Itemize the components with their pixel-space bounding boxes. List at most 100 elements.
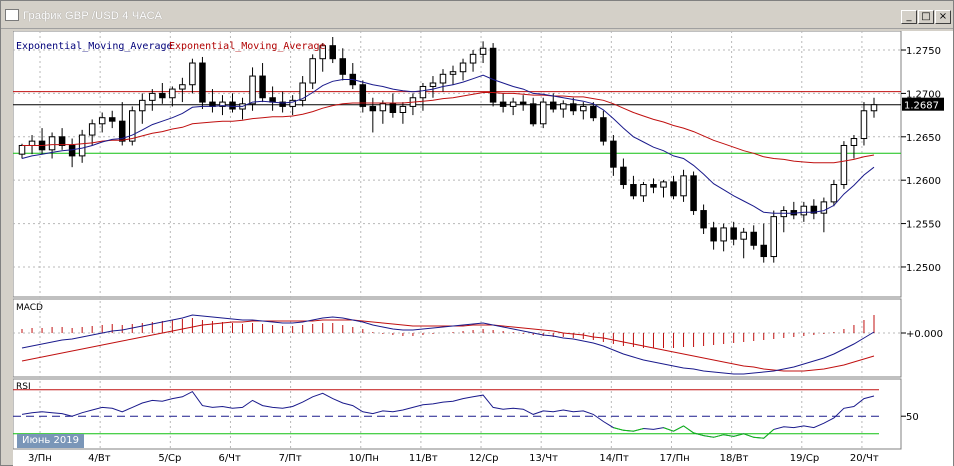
rsi-oversold-segment (753, 436, 764, 439)
candle-bullish (439, 73, 447, 84)
candle-bullish (179, 84, 186, 90)
macd-main-line (21, 314, 875, 375)
candle-bearish (159, 92, 166, 99)
candle-bearish (700, 210, 707, 229)
candle-bullish (449, 71, 457, 75)
rsi-oversold-segment (633, 428, 644, 432)
candle-bearish (499, 101, 507, 107)
price-axis: 1.2750 1.2700 1.2650 1.2600 1.2550 1.2500 1.26… (901, 46, 944, 423)
candle-bullish (149, 92, 156, 101)
candle-bullish (319, 45, 326, 60)
candle-bullish (860, 110, 868, 140)
candle-bullish (720, 227, 727, 242)
candle-bullish (18, 144, 26, 155)
candle-bullish (419, 85, 427, 99)
minimize-button[interactable]: _ (901, 10, 917, 24)
title-bar[interactable]: График GBP /USD 4 ЧАСА _ □ × (1, 1, 953, 29)
rsi-oversold-segment (623, 429, 634, 432)
rsi-oversold-segment (723, 434, 734, 437)
candle-bullish (429, 82, 437, 87)
time-tick-label: 20/Чт (850, 453, 879, 464)
price-tick-label: 1.2500 (906, 263, 941, 274)
time-tick-label: 13/Чт (529, 453, 558, 464)
candle-bullish (640, 184, 647, 197)
rsi-oversold-segment (713, 434, 724, 438)
rsi-oversold-segment (673, 425, 684, 432)
date-range-tag: Июнь 2019 (17, 434, 84, 448)
price-tick-label: 1.2600 (906, 176, 941, 187)
macd-pane[interactable] (13, 298, 902, 378)
rsi-oversold-segment (613, 427, 624, 431)
candle-bearish (389, 103, 397, 113)
current-price-marker (902, 97, 944, 111)
price-tick-label: 1.2700 (906, 89, 941, 100)
candle-bearish (549, 101, 557, 110)
candle-bearish (118, 120, 126, 142)
candle-bullish (660, 181, 667, 188)
candle-bullish (88, 123, 96, 136)
rsi-oversold-segment (683, 425, 694, 434)
candle-bullish (28, 140, 36, 146)
candle-bullish (870, 104, 878, 112)
grid (13, 31, 901, 449)
candle-bullish (830, 184, 838, 203)
time-tick-label: 19/Ср (790, 453, 819, 464)
time-tick-label: 10/Пн (349, 453, 379, 464)
candle-bullish (469, 53, 477, 64)
candle-bullish (560, 103, 567, 110)
candle-bullish (78, 134, 86, 157)
candle-bearish (199, 62, 206, 103)
ema-fast-line (21, 74, 875, 214)
candle-bearish (730, 227, 737, 240)
candle-bullish (399, 105, 407, 113)
candle-bullish (580, 105, 587, 112)
candle-bullish (479, 47, 487, 55)
chart-canvas[interactable]: 1.2750 1.2700 1.2650 1.2600 1.2550 1.2500 1.26… (13, 31, 953, 466)
candle-bullish (539, 101, 547, 125)
macd-zero-label: +0.000 (906, 329, 943, 340)
candle-bearish (750, 231, 757, 246)
time-tick-label: 6/Чт (218, 453, 241, 464)
maximize-button[interactable]: □ (918, 10, 934, 24)
time-tick-label: 17/Пн (659, 453, 689, 464)
rsi-oversold-segment (743, 433, 754, 438)
candle-bullish (820, 201, 828, 214)
time-tick-label: 11/Вт (409, 453, 438, 464)
candle-bearish (760, 244, 767, 258)
price-tick-label: 1.2750 (906, 46, 941, 57)
chart-window-icon (5, 9, 19, 21)
candle-bearish (529, 103, 537, 125)
candle-bearish (339, 58, 347, 75)
rsi-oversold-segment (703, 435, 714, 438)
candle-bullish (299, 82, 306, 101)
time-tick-label: 3/Пн (28, 453, 52, 464)
candle-bearish (489, 47, 497, 103)
chart-area[interactable]: 1.2750 1.2700 1.2650 1.2600 1.2550 1.2500 1.26… (13, 31, 953, 466)
rsi-oversold-segment (663, 427, 674, 432)
candle-bullish (379, 103, 387, 112)
rsi-series (13, 389, 879, 439)
candle-bearish (359, 84, 367, 107)
close-button[interactable]: × (935, 10, 951, 24)
rsi-oversold-segment (693, 432, 704, 437)
candle-bearish (519, 101, 527, 105)
candle-bearish (329, 45, 336, 60)
candle-bearish (279, 101, 286, 107)
ema-lines (21, 74, 875, 214)
candle-bearish (570, 103, 577, 112)
candle-bearish (600, 117, 607, 142)
candle-bullish (850, 138, 858, 146)
rsi-oversold-segment (763, 429, 775, 439)
price-tick-label: 1.2650 (906, 133, 941, 144)
time-tick-label: 7/Пт (279, 453, 302, 464)
candle-bearish (610, 140, 617, 168)
time-tick-label: 5/Ср (158, 453, 181, 464)
candle-bearish (690, 175, 697, 212)
candle-bearish (68, 144, 76, 157)
price-pane[interactable] (13, 31, 902, 298)
candle-bearish (650, 184, 657, 188)
legend-ema-fast: Exponential_Moving_Average (16, 41, 173, 52)
window-title: График GBP /USD 4 ЧАСА (23, 10, 163, 22)
candle-bullish (800, 205, 808, 216)
